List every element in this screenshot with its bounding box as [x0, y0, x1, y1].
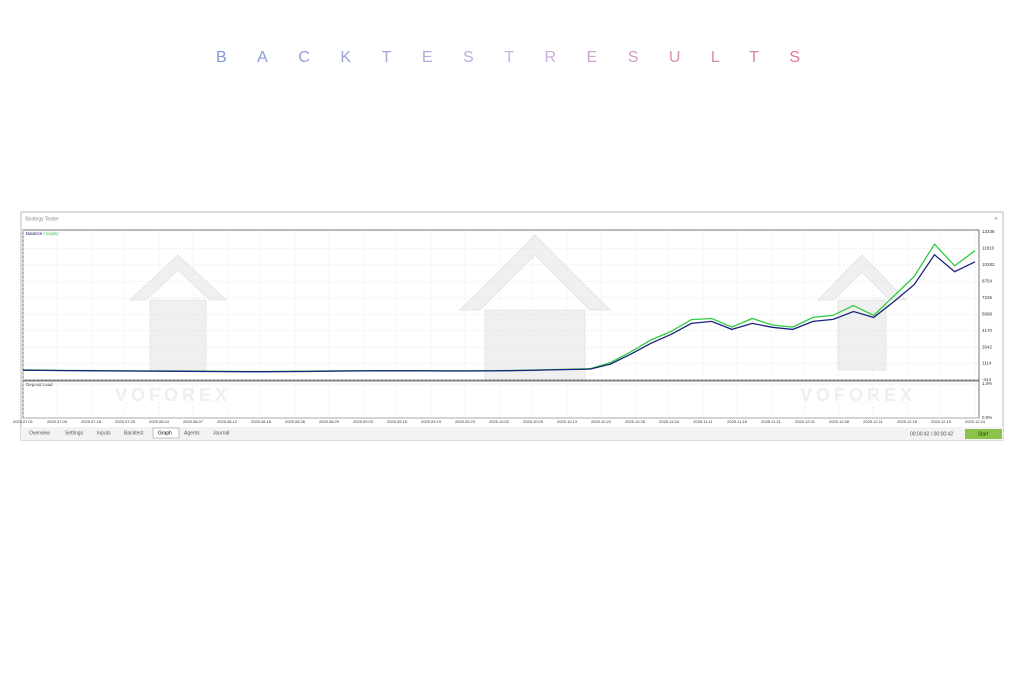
tab[interactable]: Backtest — [124, 430, 144, 436]
x-tick-label: 2025.12.16 — [897, 419, 918, 424]
tab-bar — [21, 427, 1003, 440]
x-tick-label: 2025.08.07 — [183, 419, 204, 424]
x-tick-label: 2025.12.11 — [863, 419, 883, 424]
start-label[interactable]: Start — [978, 431, 989, 437]
legend-item: Balance — [26, 231, 43, 236]
tab[interactable]: Overview — [29, 430, 50, 436]
window-title: Strategy Tester — [25, 216, 59, 222]
y-tick-label: 2642 — [982, 344, 993, 349]
active-tab[interactable] — [152, 427, 180, 439]
tab[interactable]: Inputs — [97, 430, 111, 436]
x-tick-label: 2025.11.04 — [659, 419, 679, 424]
x-tick-label: 2025.11.11 — [693, 419, 713, 424]
y-tick-label: 8754 — [982, 279, 993, 284]
y-tick-label: 0.0% — [982, 415, 992, 420]
legend-item: Equity — [46, 231, 59, 236]
x-tick-label: 2025.09.19 — [421, 419, 442, 424]
series-line — [22, 253, 976, 373]
tab[interactable]: Settings — [65, 430, 84, 436]
close-icon[interactable]: × — [994, 216, 998, 223]
y-tick-label: 7226 — [982, 295, 993, 300]
lower-pane-title: Deposit Load — [26, 382, 53, 387]
y-tick-label: 5698 — [982, 311, 993, 316]
x-tick-label: 2025.10.28 — [625, 419, 646, 424]
x-tick-label: 2025.10.09 — [523, 419, 544, 424]
x-tick-label: 2025.09.23 — [455, 419, 476, 424]
y-tick-label: 10282 — [982, 262, 995, 267]
y-tick-label: -414 — [982, 377, 992, 382]
timer: 00:00:42 / 00:00:42 — [910, 431, 953, 437]
watermark-text: VOFOREX — [115, 385, 231, 405]
start-button[interactable] — [965, 429, 1002, 439]
y-tick-label: 13338 — [982, 229, 995, 234]
x-tick-label: 2025.10.02 — [489, 419, 510, 424]
x-tick-label: 2025.07.18 — [81, 419, 102, 424]
x-tick-label: 2025.12.01 — [795, 419, 816, 424]
x-tick-label: 2025.12.08 — [829, 419, 850, 424]
tab[interactable]: Graph — [158, 430, 172, 436]
page-title: BACKTESTRESULTS — [216, 49, 831, 66]
y-tick-label: 1114 — [982, 361, 992, 366]
x-tick-label: 2025.08.12 — [217, 419, 238, 424]
x-tick-label: 2025.11.18 — [727, 419, 747, 424]
x-tick-label: 2025.08.04 — [149, 419, 170, 424]
watermark-text: VOFOREX — [800, 385, 916, 405]
x-tick-label: 2025.12.19 — [931, 419, 952, 424]
legend: Balance / Equity — [26, 231, 59, 236]
x-tick-label: 2025.10.22 — [591, 419, 612, 424]
x-tick-label: 2025.09.03 — [353, 419, 374, 424]
x-tick-label: 2025.10.13 — [557, 419, 578, 424]
x-tick-label: 2025.07.09 — [47, 419, 68, 424]
x-tick-label: 2025.08.26 — [285, 419, 306, 424]
x-tick-label: 2025.12.24 — [965, 419, 986, 424]
watermarks — [128, 234, 908, 381]
y-tick-label: 1.0% — [982, 381, 992, 386]
x-tick-label: 2025.07.25 — [115, 419, 136, 424]
y-tick-label: 4170 — [982, 328, 993, 333]
x-tick-label: 2025.08.18 — [251, 419, 272, 424]
tab[interactable]: Journal — [213, 430, 229, 436]
tab[interactable]: Agents — [184, 430, 200, 436]
x-tick-label: 2025.11.21 — [761, 419, 781, 424]
x-tick-label: 2025.09.15 — [387, 419, 408, 424]
x-tick-label: 2025.07.01 — [13, 419, 34, 424]
y-tick-label: 11810 — [982, 246, 995, 251]
watermark-logo — [128, 254, 228, 371]
x-tick-label: 2025.08.29 — [319, 419, 340, 424]
